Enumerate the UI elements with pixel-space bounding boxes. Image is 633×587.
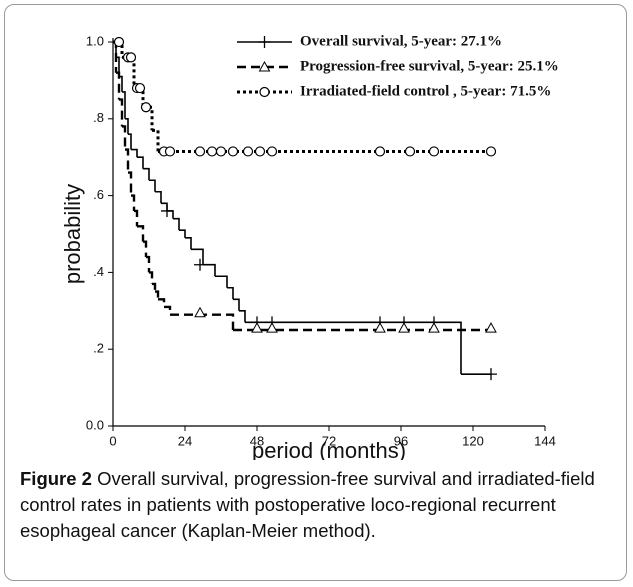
step <box>191 248 204 265</box>
censor-mark <box>161 204 173 217</box>
step <box>215 275 228 288</box>
censor-mark <box>194 306 206 318</box>
y-tick-label: .6 <box>93 187 104 202</box>
censor-mark <box>164 146 176 157</box>
step <box>131 148 138 158</box>
censor-mark <box>242 146 254 157</box>
step <box>143 240 148 258</box>
step <box>164 305 172 315</box>
step <box>122 91 126 119</box>
step <box>119 98 124 127</box>
censor-mark <box>374 146 386 157</box>
censor-mark <box>266 146 278 157</box>
censor-mark <box>485 146 497 157</box>
x-tick-label: 0 <box>109 433 116 448</box>
x-tick-label: 96 <box>394 433 408 448</box>
step <box>146 255 151 273</box>
censor-mark <box>428 146 440 157</box>
censor-mark <box>485 322 497 333</box>
x-tick-label: 120 <box>462 433 484 448</box>
y-axis-title: probability <box>60 184 85 284</box>
legend-marker <box>258 60 271 72</box>
censor-mark <box>194 258 206 271</box>
censor-mark <box>374 322 386 333</box>
legend-marker <box>259 86 270 98</box>
censor-mark <box>254 146 266 157</box>
censor-mark <box>398 322 410 333</box>
caption: Figure 2 Overall survival, progression-f… <box>20 466 616 544</box>
legend-marker <box>258 36 271 48</box>
step <box>233 298 240 311</box>
step <box>134 209 139 227</box>
y-tick-label: .2 <box>93 341 104 356</box>
x-tick-label: 48 <box>250 433 264 448</box>
censor-mark <box>428 322 440 333</box>
step <box>116 71 121 100</box>
censor-mark <box>125 52 137 63</box>
step <box>128 171 133 196</box>
censor-mark <box>113 36 125 48</box>
step <box>161 202 168 211</box>
step <box>203 263 216 277</box>
censor-mark <box>134 82 146 94</box>
step <box>149 179 156 192</box>
y-tick-label: 1.0 <box>86 33 104 48</box>
censor-mark <box>227 146 239 157</box>
step <box>128 133 132 150</box>
step <box>155 190 162 204</box>
step <box>149 271 154 284</box>
x-tick-label: 72 <box>322 433 336 448</box>
step <box>167 210 174 219</box>
censor-mark <box>215 146 227 157</box>
censor-mark <box>404 146 416 157</box>
step <box>170 313 235 330</box>
step <box>179 229 186 238</box>
step <box>245 321 462 375</box>
censor-mark <box>194 146 206 157</box>
y-tick-label: 0.0 <box>86 417 104 432</box>
step <box>143 167 150 181</box>
step <box>137 156 144 169</box>
chart: probability period (months) 0.0 .2 .4 .6 .8 1… <box>60 33 559 460</box>
step <box>155 290 160 300</box>
step <box>185 237 192 250</box>
x-tick-label: 144 <box>534 433 556 448</box>
y-tick-label: .8 <box>93 110 104 125</box>
caption-text: Overall survival, progression-free survi… <box>20 468 595 541</box>
legend-label: Progression-free survival, 5-year: 25.1% <box>300 58 559 74</box>
censor-mark <box>485 368 497 381</box>
step <box>173 217 180 231</box>
legend-label: Irradiated-field control , 5-year: 71.5% <box>300 83 551 99</box>
y-tick-label: .4 <box>93 264 104 279</box>
x-axis-title: period (months) <box>252 438 406 460</box>
step <box>125 148 130 173</box>
step <box>152 128 160 152</box>
step <box>158 298 166 307</box>
x-tick-label: 24 <box>178 433 192 448</box>
step <box>152 282 157 292</box>
legend-label: Overall survival, 5-year: 27.1% <box>300 33 502 49</box>
step <box>131 194 136 211</box>
censor-mark <box>140 102 152 113</box>
censor-mark <box>206 146 218 157</box>
step <box>122 125 127 150</box>
frame <box>4 4 627 581</box>
caption-label: Figure 2 <box>20 468 92 489</box>
step <box>125 118 129 135</box>
censor-mark <box>251 322 263 333</box>
step <box>137 225 145 242</box>
step <box>239 310 246 323</box>
censor-mark <box>266 322 278 333</box>
step <box>227 286 234 300</box>
